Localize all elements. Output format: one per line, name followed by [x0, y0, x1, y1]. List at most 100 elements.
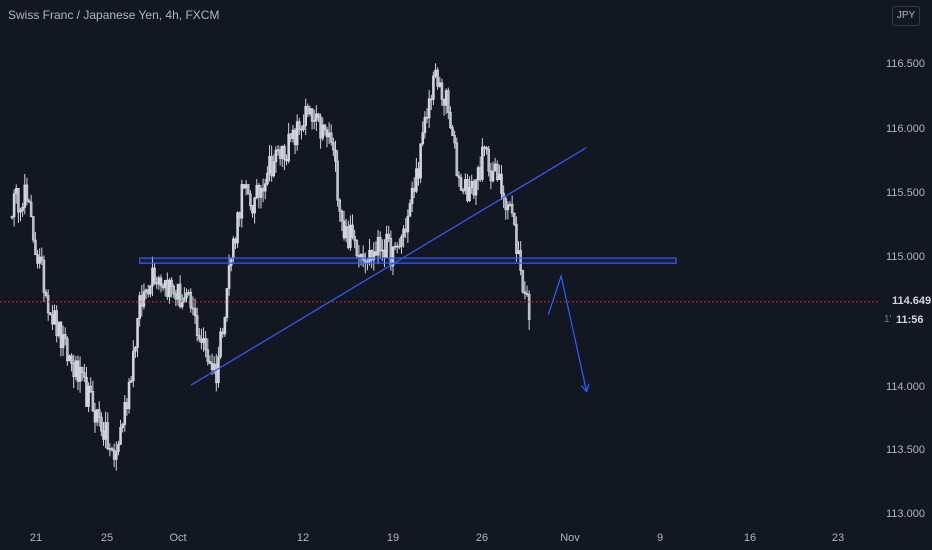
- candle-body: [444, 90, 448, 106]
- candle-body: [12, 193, 16, 218]
- price-axis[interactable]: JPY 116.500 116.000 115.500 115.000 114.…: [880, 0, 932, 550]
- candle-body: [487, 148, 491, 172]
- candle-body: [468, 187, 471, 202]
- candle-body: [187, 292, 190, 294]
- candle-body: [46, 295, 50, 314]
- candle-body: [521, 270, 525, 293]
- candle-body: [134, 346, 137, 352]
- candle-body: [114, 451, 118, 460]
- candle-body: [70, 355, 73, 364]
- candle-body: [512, 212, 516, 225]
- candle-body: [195, 315, 199, 336]
- candle-body: [308, 108, 312, 115]
- candle-body: [464, 179, 467, 191]
- candle-body: [95, 409, 99, 423]
- candle-body: [153, 267, 156, 284]
- candle-body: [29, 201, 33, 218]
- candle-body: [68, 355, 71, 362]
- candle-body: [176, 283, 180, 300]
- candle-body: [474, 179, 478, 196]
- candle-body: [27, 200, 31, 203]
- candle-body: [232, 238, 235, 259]
- candle-body: [295, 121, 299, 146]
- support-zone: [139, 257, 677, 264]
- date-tick-label: 21: [29, 532, 43, 544]
- candle-body: [283, 145, 286, 160]
- candle-body: [349, 224, 352, 248]
- candle-body: [353, 236, 356, 241]
- candle-body: [138, 295, 141, 319]
- candle-body: [23, 184, 27, 208]
- candle-body: [219, 331, 222, 358]
- date-tick-label: 12: [296, 532, 310, 544]
- currency-button[interactable]: JPY: [892, 6, 920, 26]
- candle-body: [525, 293, 529, 295]
- candle-body: [19, 210, 22, 213]
- candle-body: [253, 197, 256, 214]
- candle-body: [504, 198, 508, 211]
- candle-body: [266, 172, 269, 185]
- candle-body: [315, 113, 318, 121]
- candle-body: [61, 334, 65, 349]
- candle-body: [163, 279, 167, 289]
- price-chart[interactable]: [0, 0, 880, 522]
- price-tick-label: 114.000: [886, 381, 925, 393]
- candle-body: [49, 312, 52, 316]
- candle-body: [451, 127, 454, 136]
- candle-body: [495, 163, 499, 180]
- candle-body: [129, 380, 133, 383]
- date-tick-label: Oct: [169, 532, 187, 544]
- date-tick-label: 19: [386, 532, 400, 544]
- candle-body: [25, 184, 29, 202]
- candle-body: [178, 283, 182, 308]
- candle-body: [151, 267, 154, 287]
- trendline: [190, 147, 587, 386]
- candle-body: [344, 226, 348, 239]
- date-tick-label: 25: [100, 532, 114, 544]
- candle-body: [410, 187, 414, 204]
- candle-body: [355, 239, 359, 257]
- candle-body: [89, 385, 93, 392]
- candle-body: [423, 116, 427, 134]
- candle-body: [453, 135, 456, 144]
- candle-body: [193, 308, 197, 316]
- candle-body: [97, 409, 101, 418]
- price-tick-label: 113.500: [886, 444, 925, 456]
- candle-body: [144, 289, 148, 293]
- candle-body: [249, 193, 252, 207]
- candle-body: [287, 133, 290, 162]
- candle-body: [159, 277, 163, 287]
- candle-body: [80, 366, 84, 373]
- candle-body: [91, 391, 95, 412]
- date-tick-label: 9: [656, 532, 664, 544]
- candle-body: [459, 177, 463, 191]
- candle-body: [304, 105, 307, 126]
- candle-body: [310, 108, 314, 122]
- time-axis[interactable]: 21 25 Oct 12 19 26 Nov 9 16 23: [0, 522, 880, 550]
- candle-body: [449, 111, 452, 129]
- candle-body: [57, 321, 61, 337]
- candle-body: [280, 145, 284, 159]
- candle-body: [123, 402, 127, 425]
- candle-body: [372, 251, 376, 261]
- candle-body: [42, 259, 46, 293]
- price-tick-label: 115.000: [886, 251, 925, 263]
- candle-body: [157, 277, 161, 285]
- candle-body: [332, 141, 335, 151]
- price-tick-label: 115.500: [886, 187, 925, 199]
- candle-body: [387, 233, 391, 239]
- candle-body: [180, 301, 184, 308]
- candle-body: [519, 250, 522, 271]
- candle-body: [427, 98, 431, 119]
- candle-body: [244, 184, 248, 189]
- candle-body: [274, 149, 278, 163]
- candle-body: [74, 360, 78, 378]
- candle-body: [500, 173, 503, 194]
- candle-body: [119, 427, 122, 445]
- candle-body: [408, 203, 412, 217]
- candle-body: [391, 246, 395, 267]
- chart-title: Swiss Franc / Japanese Yen, 4h, FXCM: [8, 8, 220, 22]
- candle-body: [100, 416, 103, 432]
- candle-body: [38, 256, 41, 264]
- candle-body: [323, 124, 327, 131]
